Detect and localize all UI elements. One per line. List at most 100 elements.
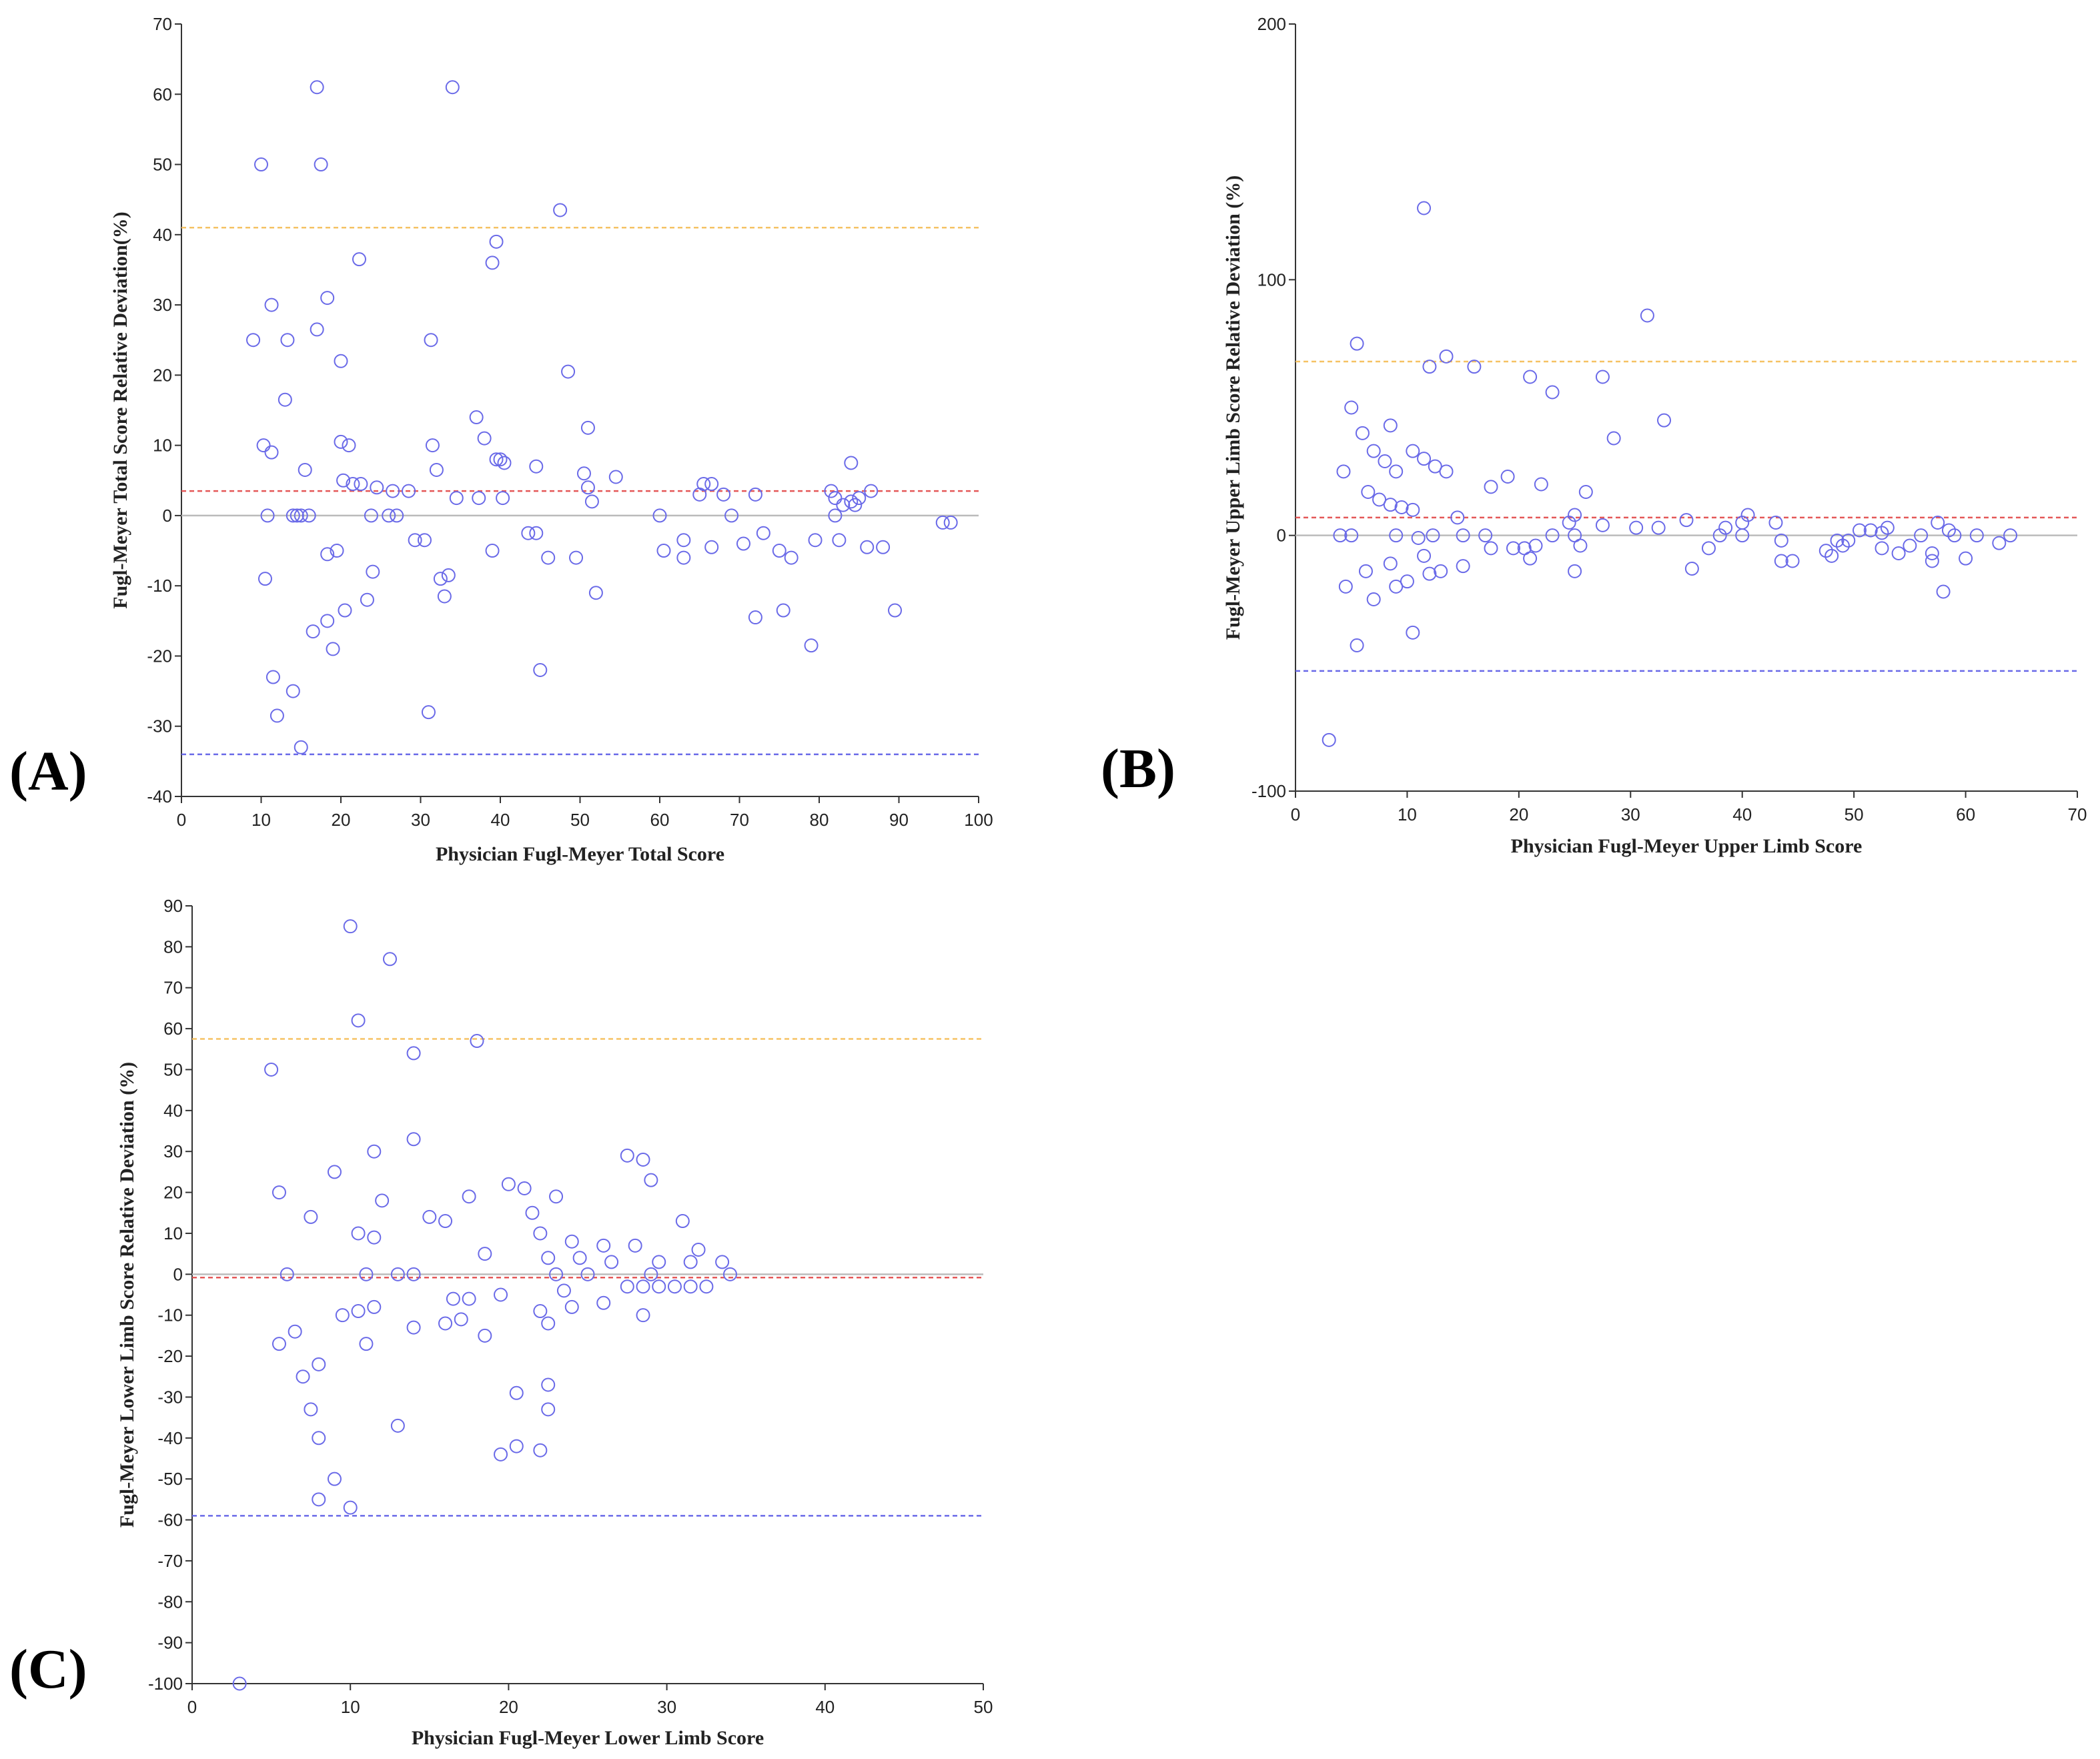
y-axis-title: Fugl-Meyer Lower Limb Score Relative Dev… [116,1062,138,1528]
data-point [636,1152,650,1167]
y-tick-label: -10 [157,1305,183,1325]
data-point [549,1189,564,1204]
data-point [804,638,819,653]
data-point [438,1214,453,1229]
x-tick-label: 0 [1291,804,1300,824]
data-point [406,1046,421,1061]
data-point [462,1291,476,1306]
data-point [572,1251,587,1265]
data-point [266,670,280,684]
data-point [1863,523,1878,538]
data-point [509,1439,524,1453]
x-tick-label: 80 [810,810,829,830]
data-point [312,1431,326,1445]
data-point [310,80,324,95]
x-tick-label: 30 [1621,804,1640,824]
data-point [390,508,404,523]
data-point [556,1283,571,1298]
data-point [776,603,791,618]
data-point [699,1279,714,1294]
data-point [736,536,750,551]
data-point [1358,564,1373,578]
data-point [561,364,576,379]
data-point [359,1337,374,1351]
data-point [1417,548,1432,563]
x-tick-label: 100 [964,810,993,830]
data-point [864,484,879,498]
y-tick-label: 40 [163,1101,183,1121]
data-point [1568,508,1582,522]
data-point [496,491,510,506]
data-point [1417,452,1432,466]
x-tick-label: 40 [1732,804,1752,824]
x-tick-label: 70 [2068,804,2087,824]
data-point [402,484,416,498]
x-tick-label: 60 [1956,804,1975,824]
data-point [644,1173,658,1187]
y-tick-label: 10 [153,436,172,456]
x-tick-label: 60 [650,810,670,830]
data-point [232,1676,247,1691]
y-tick-label: 70 [163,978,183,998]
data-point [608,470,623,484]
data-point [1456,559,1470,574]
data-point [312,1492,326,1507]
data-point [469,410,484,425]
data-point [620,1148,634,1163]
y-tick-label: 100 [1257,269,1286,289]
data-point [1500,470,1515,484]
data-point [541,1251,556,1265]
data-point [408,533,422,548]
data-point [454,1312,468,1327]
y-tick-label: -30 [157,1387,183,1407]
data-point [580,1267,595,1281]
data-point [656,544,671,558]
data-point [564,1234,579,1249]
data-point [272,1337,286,1351]
data-point [852,491,867,506]
data-point [256,438,271,453]
data-point [417,533,432,548]
data-point [1523,370,1538,384]
data-point [445,80,460,95]
data-point [517,1181,532,1195]
data-point [529,526,544,540]
data-point [424,333,438,348]
x-tick-label: 50 [974,1697,993,1717]
data-point [246,333,261,348]
data-point [620,1279,634,1294]
data-point [836,498,851,512]
data-point [2003,528,2018,543]
data-point [756,526,770,540]
data-point [1456,528,1470,543]
data-point [406,1132,421,1147]
data-point [326,642,340,656]
data-point [876,540,891,554]
data-point [553,203,568,217]
data-point [596,1238,611,1253]
data-point [784,550,799,565]
y-tick-label: 60 [153,84,172,104]
data-point [327,1165,342,1179]
x-axis-title: Physician Fugl-Meyer Total Score [436,843,724,865]
data-point [334,434,348,449]
data-point [628,1238,642,1253]
data-point [1372,492,1387,507]
data-point [935,515,950,530]
data-point [441,568,456,582]
data-point [1545,528,1560,543]
panel-c-chart: -100-90-80-70-60-50-40-30-20-10010203040… [9,896,993,1749]
y-tick-label: 20 [163,1183,183,1203]
data-point [696,477,711,492]
data-point [1969,528,1984,543]
data-point [569,550,584,565]
data-point [1841,533,1856,548]
data-point [1406,502,1420,517]
data-point [715,1255,730,1269]
data-point [1959,551,1973,566]
data-point [382,508,396,523]
data-point [1350,336,1364,351]
x-tick-label: 30 [657,1697,676,1717]
data-point [888,603,903,618]
